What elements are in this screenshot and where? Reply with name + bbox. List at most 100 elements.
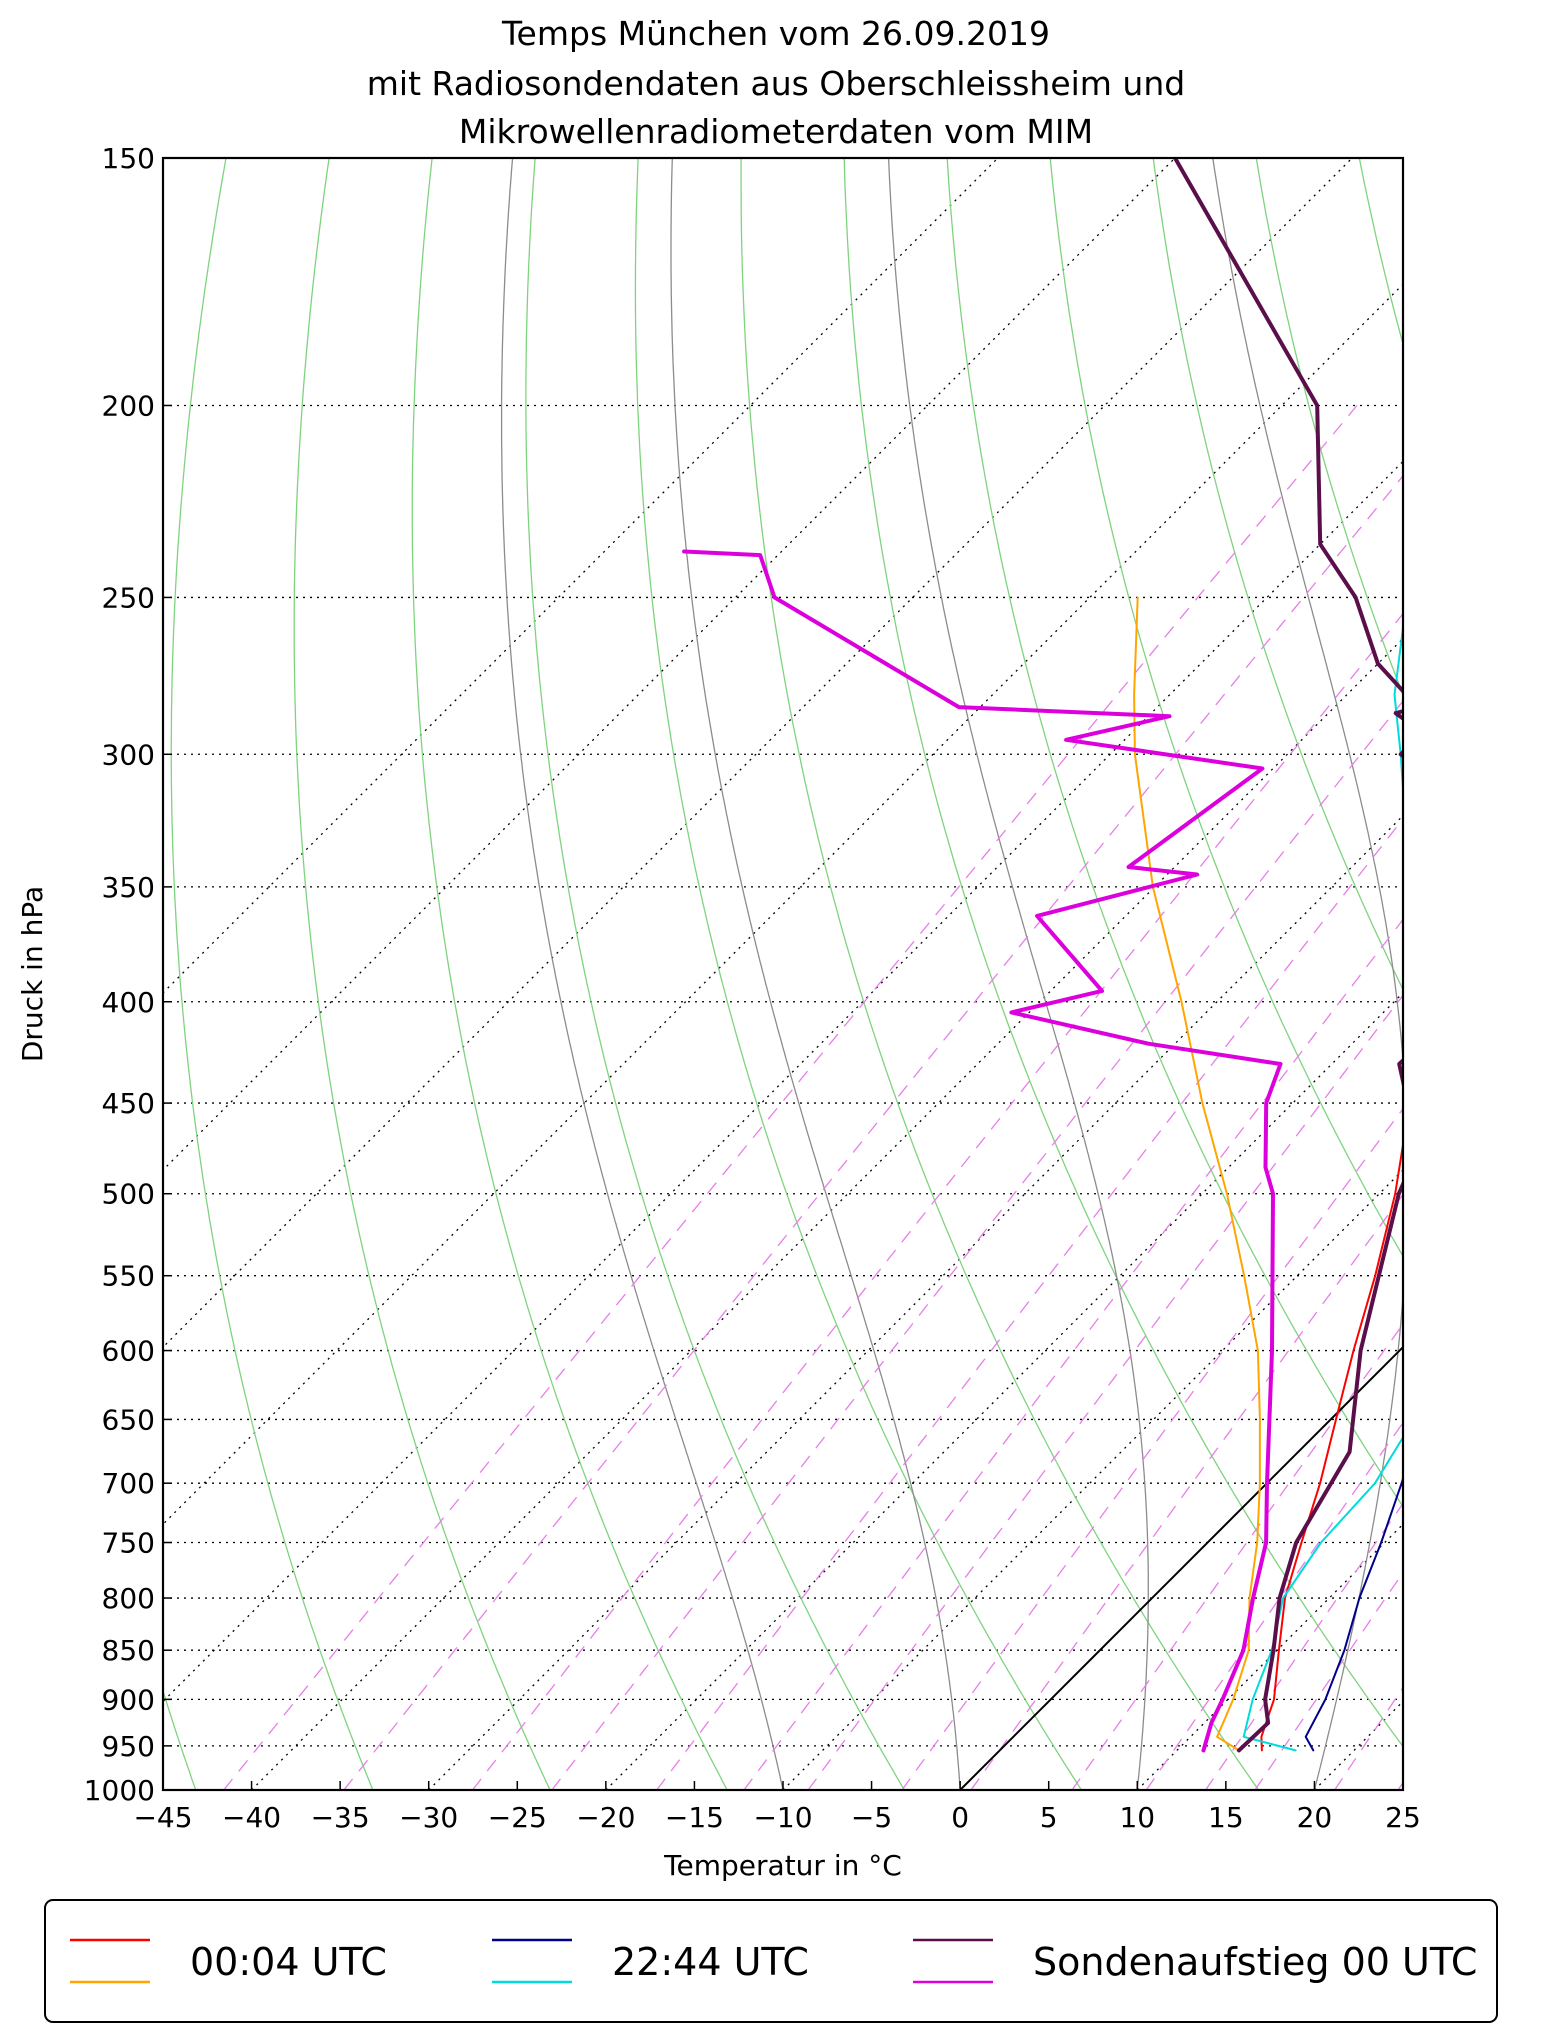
dry-adiabat-280 — [634, 158, 1083, 1790]
mixing-ratio-0.6 — [551, 700, 1403, 1790]
pressure-gridlines — [163, 157, 1403, 1791]
x-axis-ticks: −45 −40 −35 −30 −25 −20 −15 −10 −5 0 5 10 15 20 25 — [133, 1781, 1421, 1834]
y-tick-label-10: 650 — [102, 1403, 155, 1436]
mixing-ratio-20 — [1397, 1781, 1403, 1790]
series-line-3 — [1242, 620, 1403, 1752]
y-axis-label: Druck in hPa — [16, 886, 49, 1062]
plot-frame — [161, 156, 1405, 1792]
isotherm--70 — [163, 158, 1353, 1349]
dry-adiabat-350 — [1358, 158, 1403, 347]
series-line-5 — [682, 549, 1283, 1753]
mixing-ratio-10 — [1205, 1502, 1403, 1790]
mixing-ratio-6 — [1071, 1323, 1403, 1790]
y-tick-label-11: 700 — [102, 1467, 155, 1500]
y-tick-label-9: 600 — [102, 1335, 155, 1368]
x-axis-label: Temperatur in °C — [663, 1849, 902, 1882]
mixing-ratio-3 — [901, 1107, 1403, 1790]
x-tick-label-5: −20 — [576, 1801, 635, 1834]
x-tick-label-11: 10 — [1119, 1801, 1155, 1834]
zero-isotherm — [959, 1345, 1403, 1790]
x-tick-label-14: 25 — [1385, 1801, 1421, 1834]
x-tick-label-13: 20 — [1297, 1801, 1333, 1834]
moist-adiabat--10 — [500, 158, 784, 1790]
series-line-1 — [1133, 596, 1261, 1752]
isotherm-lines — [163, 158, 1403, 1790]
moist-adiabat-30 — [1492, 158, 1542, 1790]
dry-adiabat-270 — [525, 158, 905, 1790]
x-tick-label-4: −25 — [488, 1801, 547, 1834]
dry-adiabat-330 — [1152, 158, 1403, 991]
dry-adiabat-310 — [946, 158, 1403, 1508]
legend-label-sonde: Sondenaufstieg 00 UTC — [1033, 1940, 1477, 1984]
y-tick-label-16: 950 — [102, 1730, 155, 1763]
mixing-ratio-0.2 — [343, 474, 1403, 1790]
isotherm-10 — [1136, 1523, 1403, 1790]
zero-degree-isotherm — [959, 1345, 1403, 1790]
chart-title-line-3: Mikrowellenradiometerdaten vom MIM — [459, 112, 1093, 151]
dry-adiabat-290 — [740, 158, 1260, 1790]
mixing-ratio-4 — [970, 1193, 1403, 1790]
mixing-ratio-1.5 — [743, 918, 1403, 1790]
dry-adiabat-260 — [411, 158, 728, 1790]
isotherm--80 — [163, 158, 1176, 1171]
x-tick-label-0: −45 — [133, 1801, 192, 1834]
moist-adiabat-10 — [887, 158, 1149, 1790]
chart-title-line-1: Temps München vom 26.09.2019 — [501, 14, 1050, 53]
y-tick-label-5: 400 — [102, 986, 155, 1019]
x-tick-label-7: −10 — [753, 1801, 812, 1834]
y-tick-label-14: 850 — [102, 1634, 155, 1667]
x-tick-label-2: −35 — [311, 1801, 370, 1834]
dry-adiabat-340 — [1255, 158, 1403, 697]
legend-label-2244: 22:44 UTC — [612, 1940, 809, 1984]
y-tick-label-17: 1000 — [84, 1774, 155, 1807]
isotherm--10 — [782, 1169, 1403, 1790]
mixing-ratio-lines — [223, 405, 1403, 1790]
y-tick-label-1: 200 — [102, 389, 155, 422]
y-tick-label-12: 750 — [102, 1527, 155, 1560]
x-tick-label-10: 5 — [1040, 1801, 1058, 1834]
plot-area — [161, 156, 1542, 1792]
mixing-ratio-12 — [1254, 1571, 1403, 1790]
dry-adiabat-360 — [1462, 158, 1542, 1790]
y-tick-label-7: 500 — [102, 1178, 155, 1211]
y-tick-label-6: 450 — [102, 1087, 155, 1120]
x-tick-label-3: −30 — [399, 1801, 458, 1834]
mixing-ratio-2 — [807, 994, 1403, 1790]
x-tick-label-12: 15 — [1208, 1801, 1244, 1834]
legend-label-0004: 00:04 UTC — [190, 1940, 387, 1984]
y-tick-label-2: 250 — [102, 581, 155, 614]
y-tick-label-13: 800 — [102, 1582, 155, 1615]
series-line-2 — [1304, 1475, 1403, 1752]
thermo-background-lines — [163, 158, 1542, 1790]
isotherm--50 — [163, 460, 1403, 1703]
mixing-ratio-1 — [656, 817, 1403, 1790]
profile-lines — [682, 158, 1403, 1753]
y-tick-label-4: 350 — [102, 871, 155, 904]
x-tick-label-9: 0 — [951, 1801, 969, 1834]
moist-adiabat-0 — [670, 158, 961, 1790]
isotherm--40 — [251, 637, 1403, 1790]
legend-box — [44, 1899, 1498, 2023]
y-tick-label-3: 300 — [102, 738, 155, 771]
isotherm--30 — [428, 814, 1403, 1790]
chart-title-line-2: mit Radiosondendaten aus Oberschleisshei… — [367, 64, 1185, 103]
dry-adiabat-240 — [170, 158, 374, 1790]
y-tick-label-0: 150 — [102, 142, 155, 175]
series-line-4 — [1173, 158, 1403, 1753]
y-axis-ticks: 150 200 250 300 350 400 450 500 550 600 650 700 750 8… — [84, 142, 172, 1807]
dry-adiabat-250 — [293, 158, 551, 1790]
dry-adiabat-320 — [1049, 158, 1403, 1258]
isotherm-20 — [1313, 1700, 1403, 1790]
y-tick-label-15: 900 — [102, 1683, 155, 1716]
isotherm-0 — [959, 1346, 1403, 1790]
x-tick-label-6: −15 — [665, 1801, 724, 1834]
x-tick-label-8: −5 — [851, 1801, 892, 1834]
moist-adiabat-lines — [500, 158, 1542, 1790]
mixing-ratio-0.4 — [471, 612, 1403, 1790]
isotherm--20 — [605, 991, 1403, 1790]
dry-adiabat-300 — [843, 158, 1403, 1748]
y-tick-label-8: 550 — [102, 1260, 155, 1293]
moist-adiabat-20 — [1212, 158, 1403, 1790]
mixing-ratio-0.1 — [223, 405, 1358, 1790]
